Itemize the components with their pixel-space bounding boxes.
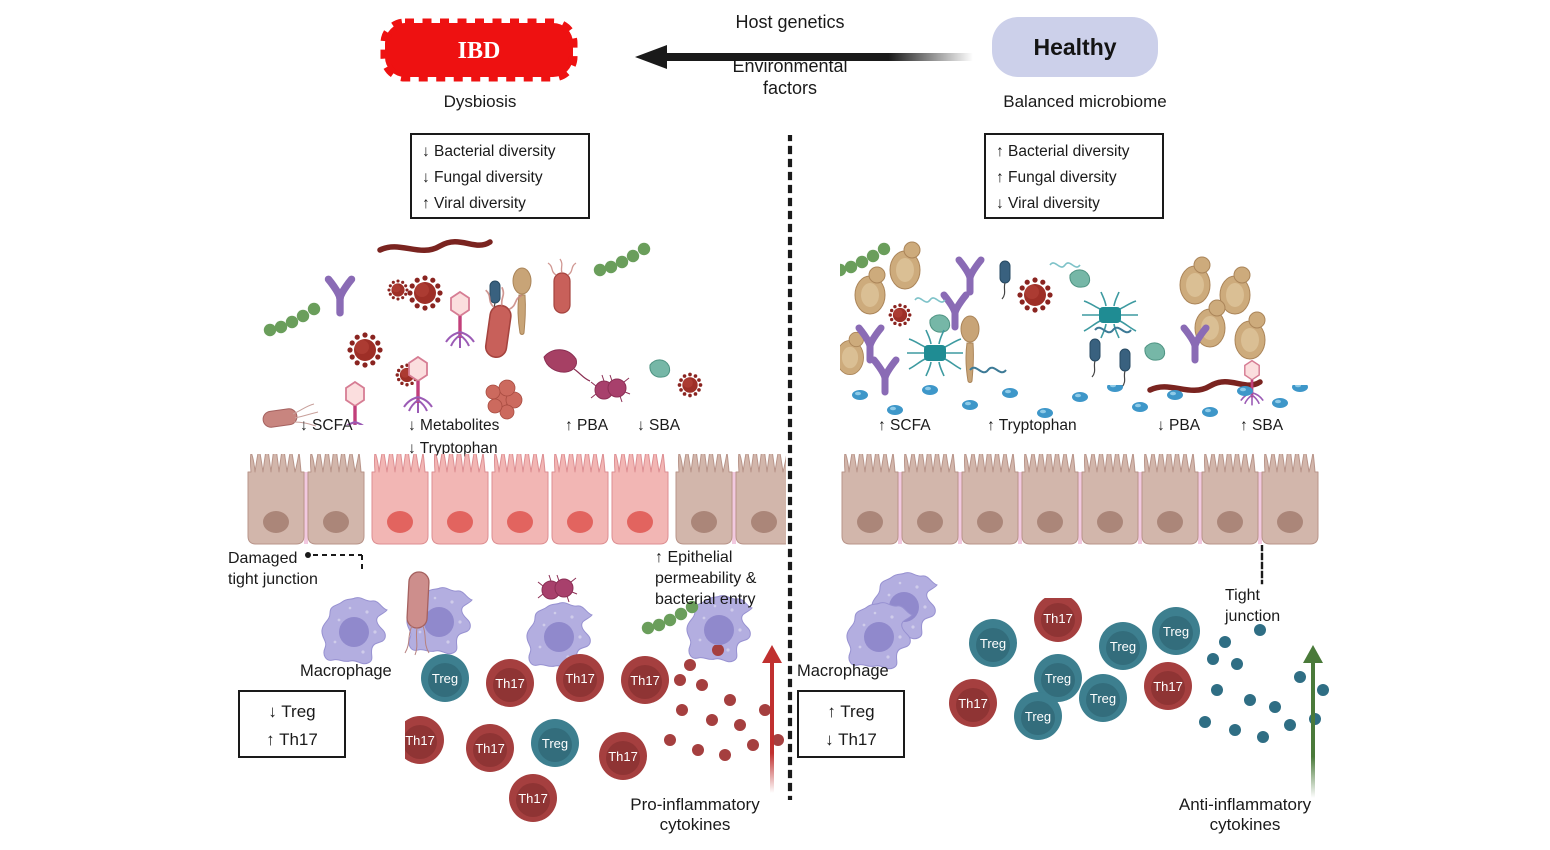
- svg-text:IBD: IBD: [458, 38, 501, 64]
